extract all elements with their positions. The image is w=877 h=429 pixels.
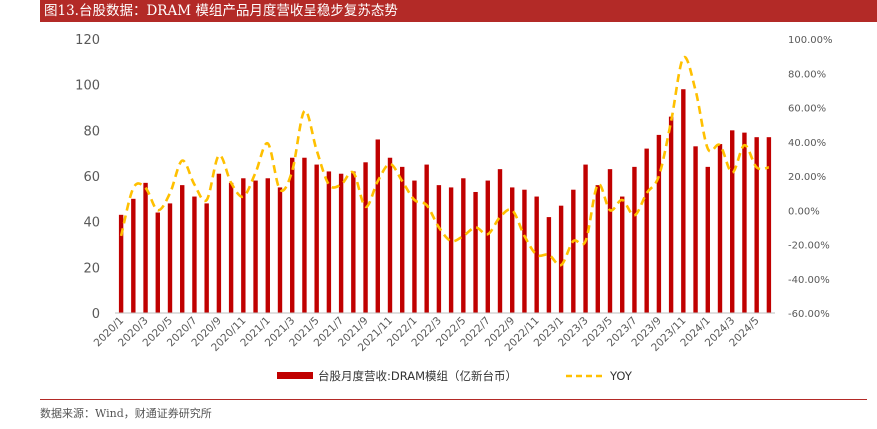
bar [204, 203, 209, 313]
chart-area: 0 20 40 60 80 100 120 -60.00% -40.00% -20.00% 0.0… [75, 33, 833, 383]
y-right-tick-label: -20.00% [788, 241, 830, 252]
y-left-tick-label: 120 [75, 33, 100, 48]
bar [338, 173, 344, 313]
bar [510, 187, 515, 313]
bar [155, 212, 160, 313]
bar [131, 198, 136, 313]
bar [290, 157, 295, 313]
bar [363, 162, 368, 313]
bar [644, 148, 649, 313]
bar [216, 173, 222, 313]
bar [192, 196, 197, 313]
bar [253, 180, 258, 313]
bar [656, 134, 662, 313]
line-series [119, 55, 770, 267]
bar [241, 178, 246, 313]
y-right-tick-label: 60.00% [788, 104, 826, 115]
y-left-tick-label: 60 [83, 170, 100, 185]
bar [766, 137, 772, 313]
legend-line-label: YOY [609, 369, 633, 383]
bar [497, 169, 503, 313]
bar [754, 137, 759, 313]
legend: 台股月度营收:DRAM模组（亿新台币） YOY [277, 369, 633, 383]
bar [473, 191, 478, 313]
y-left-tick-label: 20 [83, 261, 100, 276]
bar [326, 171, 332, 313]
chart-title: 图13.台股数据：DRAM 模组产品月度营收呈稳步复苏态势 [40, 0, 877, 22]
y-left-tick-label: 40 [83, 216, 100, 231]
source-note: 数据来源：Wind，财通证券研究所 [40, 407, 212, 420]
legend-bar-label: 台股月度营收:DRAM模组（亿新台币） [318, 369, 517, 383]
y-right-tick-label: 80.00% [788, 69, 826, 80]
bar [742, 132, 747, 313]
bar [522, 189, 527, 313]
bar [424, 164, 429, 313]
bar [485, 180, 490, 313]
bar [595, 185, 600, 313]
bar [180, 185, 185, 313]
bar [546, 217, 552, 313]
bar [461, 178, 466, 313]
bar [693, 146, 698, 313]
y-right-tick-label: -40.00% [788, 275, 830, 286]
bar [632, 166, 637, 313]
bar [681, 89, 686, 313]
bar [558, 205, 564, 313]
bar [436, 185, 442, 313]
yoy-line [119, 55, 770, 267]
x-axis: 2020/12020/32020/52020/72020/92020/11202… [92, 315, 762, 354]
y-right-axis: -60.00% -40.00% -20.00% 0.00% 20.00% 40.00% 60… [788, 35, 833, 320]
bar [387, 157, 393, 313]
y-right-tick-label: 40.00% [788, 138, 826, 149]
y-left-tick-label: 0 [92, 307, 100, 322]
bar [143, 182, 148, 313]
bar [228, 182, 234, 313]
bar [448, 187, 454, 313]
y-right-tick-label: 100.00% [788, 35, 833, 46]
bar [351, 171, 356, 313]
bar [607, 169, 613, 313]
bar [400, 166, 405, 313]
y-left-tick-label: 80 [83, 124, 100, 139]
bar [302, 157, 307, 313]
bar [668, 116, 674, 313]
y-left-axis: 0 20 40 60 80 100 120 [75, 33, 100, 322]
bar [571, 189, 576, 313]
bar [277, 187, 283, 313]
y-right-tick-label: -60.00% [788, 309, 830, 320]
y-left-tick-label: 100 [75, 79, 100, 94]
source-divider [40, 399, 867, 400]
bar [375, 139, 380, 313]
y-right-tick-label: 0.00% [788, 206, 820, 217]
bar-series [118, 89, 772, 313]
bar [534, 196, 539, 313]
bar [705, 166, 710, 313]
bar [412, 180, 417, 313]
bar [265, 178, 270, 313]
bar [314, 164, 319, 313]
bar [118, 214, 124, 313]
y-right-tick-label: 20.00% [788, 172, 826, 183]
bar [167, 203, 173, 313]
legend-bar-swatch [277, 372, 313, 379]
bar [717, 144, 723, 313]
bar [620, 196, 625, 313]
bar [730, 130, 735, 313]
